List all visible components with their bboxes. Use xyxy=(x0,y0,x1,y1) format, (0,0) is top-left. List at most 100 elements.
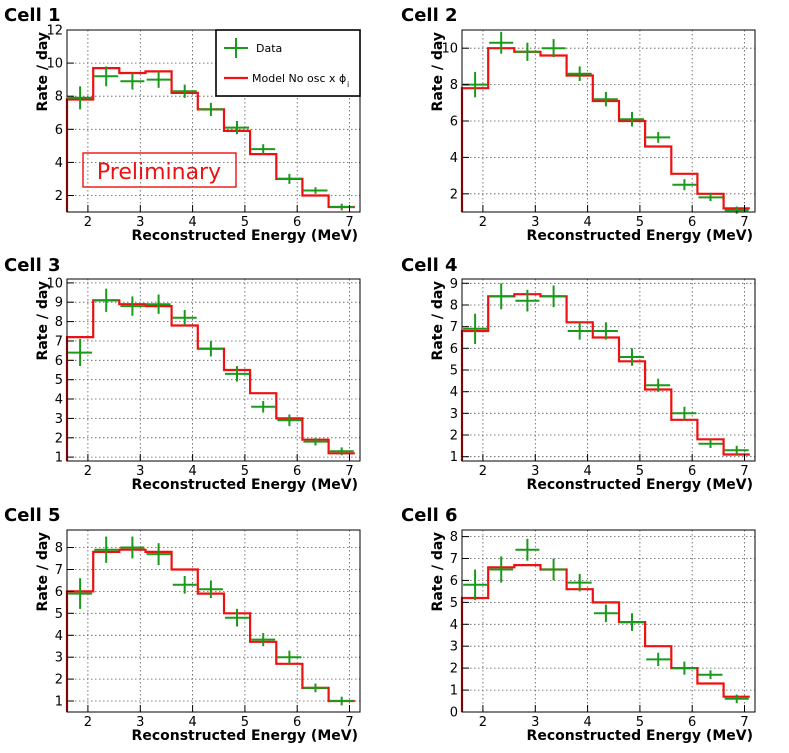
y-tick-label: 5 xyxy=(55,373,63,388)
y-tick-label: 10 xyxy=(46,57,63,72)
data-point xyxy=(646,131,671,143)
y-tick-label: 6 xyxy=(450,342,458,357)
y-tick-label: 7 xyxy=(55,335,63,350)
x-tick-label: 2 xyxy=(479,715,487,730)
x-tick-label: 3 xyxy=(136,715,144,730)
model-histogram-line xyxy=(460,47,750,212)
data-point xyxy=(68,86,93,110)
data-point xyxy=(567,66,592,81)
y-tick-label: 4 xyxy=(55,629,63,644)
data-point xyxy=(515,538,540,561)
y-tick-label: 4 xyxy=(450,151,458,166)
y-tick-label: 3 xyxy=(55,651,63,666)
y-tick-label: 12 xyxy=(46,24,63,39)
x-tick-label: 4 xyxy=(583,215,591,230)
x-axis-label: Reconstructed Energy (MeV) xyxy=(527,477,753,493)
x-tick-label: 7 xyxy=(345,464,353,479)
y-axis-label: Rate / day xyxy=(430,32,446,111)
data-point xyxy=(541,39,566,58)
x-tick-label: 5 xyxy=(241,464,249,479)
panel-cell-4: Cell 4 2 3 4 5 6 7 1 2 3 4 5 6 7 8 9 Reconstructed Energ… xyxy=(401,255,756,493)
data-point xyxy=(329,696,354,706)
y-tick-label: 6 xyxy=(55,123,63,138)
x-tick-label: 6 xyxy=(293,464,301,479)
data-point xyxy=(251,144,276,155)
x-tick-label: 4 xyxy=(188,715,196,730)
x-tick-label: 2 xyxy=(479,215,487,230)
x-tick-label: 5 xyxy=(636,464,644,479)
y-tick-label: 9 xyxy=(55,296,63,311)
data-point xyxy=(277,650,302,664)
data-point xyxy=(68,339,93,367)
data-point xyxy=(120,73,145,90)
x-tick-label: 5 xyxy=(636,215,644,230)
data-point xyxy=(515,42,540,61)
data-point xyxy=(94,288,119,312)
data-point xyxy=(329,447,354,456)
x-tick-label: 2 xyxy=(479,464,487,479)
y-tick-label: 7 xyxy=(450,552,458,567)
y-tick-label: 10 xyxy=(46,276,63,291)
data-point xyxy=(672,179,697,191)
x-tick-label: 7 xyxy=(740,464,748,479)
data-point xyxy=(593,91,618,107)
y-tick-label: 2 xyxy=(55,189,63,204)
y-tick-label: 2 xyxy=(450,429,458,444)
y-tick-label: 2 xyxy=(450,662,458,677)
y-tick-label: 8 xyxy=(55,90,63,105)
x-tick-label: 4 xyxy=(583,464,591,479)
model-histogram-line xyxy=(65,67,355,212)
y-axis-label: Rate / day xyxy=(35,532,51,611)
y-tick-label: 6 xyxy=(55,354,63,369)
model-histogram-line xyxy=(460,564,750,712)
x-axis-label: Reconstructed Energy (MeV) xyxy=(132,228,358,244)
plot-frame xyxy=(461,529,756,713)
x-tick-label: 3 xyxy=(531,715,539,730)
x-tick-label: 5 xyxy=(241,715,249,730)
data-point xyxy=(593,322,618,340)
panel-cell-5: Cell 5 2 3 4 5 6 7 1 2 3 4 5 6 7 8 Reconstructed Energy… xyxy=(4,505,361,744)
x-tick-label: 2 xyxy=(84,464,92,479)
x-axis-label: Reconstructed Energy (MeV) xyxy=(132,728,358,744)
data-point xyxy=(329,203,354,211)
panel-title: Cell 6 xyxy=(401,505,458,526)
x-tick-label: 7 xyxy=(740,215,748,230)
data-point xyxy=(303,187,328,194)
data-point xyxy=(672,661,697,675)
x-tick-label: 2 xyxy=(84,215,92,230)
x-axis-label: Reconstructed Energy (MeV) xyxy=(527,728,753,744)
data-point xyxy=(646,378,671,392)
data-point xyxy=(225,366,249,382)
data-point xyxy=(251,401,276,413)
data-point xyxy=(541,558,566,581)
data-point xyxy=(698,193,723,202)
data-point xyxy=(489,283,514,310)
x-tick-label: 3 xyxy=(136,464,144,479)
y-tick-label: 8 xyxy=(450,530,458,545)
model-histogram-line xyxy=(460,293,750,461)
y-tick-label: 2 xyxy=(450,187,458,202)
data-point xyxy=(646,652,671,666)
data-point xyxy=(146,71,171,88)
data-point xyxy=(277,414,302,427)
x-tick-label: 2 xyxy=(84,715,92,730)
y-tick-label: 1 xyxy=(55,695,63,710)
data-point xyxy=(172,310,197,326)
y-axis-label: Rate / day xyxy=(35,32,51,111)
y-tick-label: 6 xyxy=(55,585,63,600)
y-tick-label: 8 xyxy=(450,299,458,314)
data-point xyxy=(724,445,749,455)
data-point xyxy=(620,348,644,366)
x-tick-label: 6 xyxy=(293,715,301,730)
y-tick-label: 10 xyxy=(441,42,458,57)
y-tick-label: 2 xyxy=(55,431,63,446)
y-tick-label: 3 xyxy=(450,407,458,422)
data-point xyxy=(698,670,723,680)
y-tick-label: 1 xyxy=(450,450,458,465)
data-point xyxy=(567,573,592,592)
x-tick-label: 3 xyxy=(136,215,144,230)
data-point xyxy=(277,173,302,184)
panel-title: Cell 1 xyxy=(4,5,61,26)
panel-title: Cell 3 xyxy=(4,255,61,276)
